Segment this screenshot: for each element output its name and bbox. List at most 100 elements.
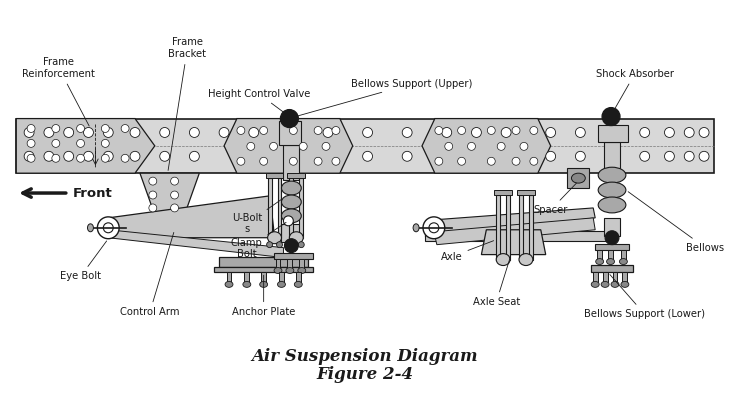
Bar [299, 178, 304, 238]
Ellipse shape [610, 128, 620, 137]
Ellipse shape [101, 124, 110, 133]
Text: Height Control Valve: Height Control Valve [207, 89, 310, 115]
Ellipse shape [664, 128, 675, 137]
Ellipse shape [458, 157, 465, 165]
Ellipse shape [497, 143, 505, 150]
Bar [290, 178, 293, 238]
Bar [226, 272, 232, 282]
Ellipse shape [24, 151, 34, 161]
Bar [603, 272, 608, 282]
Bar [567, 168, 589, 188]
Ellipse shape [149, 204, 157, 212]
Bar [506, 195, 510, 259]
Ellipse shape [519, 253, 533, 266]
Ellipse shape [121, 154, 129, 162]
Polygon shape [422, 118, 551, 173]
Ellipse shape [121, 124, 129, 133]
Ellipse shape [101, 154, 110, 162]
Ellipse shape [276, 242, 282, 248]
Ellipse shape [98, 217, 119, 239]
Bar [279, 272, 284, 282]
Bar [496, 195, 501, 259]
Ellipse shape [298, 268, 306, 274]
Ellipse shape [284, 239, 298, 253]
Polygon shape [140, 173, 199, 215]
Ellipse shape [699, 128, 709, 137]
Ellipse shape [442, 128, 452, 137]
Bar [425, 231, 608, 241]
Ellipse shape [576, 128, 585, 137]
Bar [276, 259, 281, 268]
Ellipse shape [402, 128, 412, 137]
Bar [494, 190, 512, 195]
Ellipse shape [598, 182, 626, 198]
Bar [16, 118, 714, 173]
Text: Anchor Plate: Anchor Plate [232, 275, 295, 317]
Ellipse shape [27, 124, 35, 133]
Ellipse shape [104, 223, 113, 233]
Ellipse shape [530, 157, 538, 165]
Bar [529, 195, 533, 259]
Bar [214, 267, 313, 272]
Ellipse shape [282, 209, 301, 223]
Ellipse shape [171, 177, 179, 185]
Bar [612, 272, 617, 282]
Bar [591, 265, 633, 272]
Ellipse shape [247, 143, 255, 150]
Ellipse shape [171, 204, 179, 212]
Ellipse shape [298, 242, 304, 248]
Ellipse shape [64, 128, 74, 137]
Bar [279, 120, 301, 145]
Ellipse shape [598, 197, 626, 213]
Ellipse shape [282, 195, 301, 209]
Ellipse shape [84, 151, 93, 161]
Text: Axle Seat: Axle Seat [473, 257, 520, 307]
Bar [268, 178, 271, 238]
Ellipse shape [76, 139, 85, 147]
Ellipse shape [684, 128, 694, 137]
Ellipse shape [288, 242, 294, 248]
Ellipse shape [130, 151, 140, 161]
Ellipse shape [84, 128, 93, 137]
Bar [287, 259, 293, 268]
Ellipse shape [52, 139, 60, 147]
Bar [604, 218, 620, 236]
Ellipse shape [664, 151, 675, 161]
Ellipse shape [595, 259, 603, 265]
Text: Spacer: Spacer [534, 183, 576, 215]
Text: Frame
Bracket: Frame Bracket [168, 37, 207, 170]
Ellipse shape [190, 151, 199, 161]
Ellipse shape [591, 282, 599, 287]
Polygon shape [434, 218, 595, 245]
Bar [261, 272, 266, 282]
Text: Axle: Axle [441, 241, 494, 262]
Ellipse shape [314, 126, 322, 135]
Ellipse shape [259, 157, 268, 165]
Ellipse shape [27, 154, 35, 162]
Ellipse shape [87, 224, 93, 232]
Polygon shape [224, 118, 353, 173]
Ellipse shape [149, 191, 157, 199]
Ellipse shape [423, 217, 445, 239]
Ellipse shape [274, 268, 282, 274]
Bar [284, 145, 299, 180]
Ellipse shape [130, 128, 140, 137]
Bar [595, 244, 629, 249]
Ellipse shape [362, 128, 373, 137]
Ellipse shape [281, 110, 298, 128]
Ellipse shape [467, 143, 476, 150]
Text: Front: Front [73, 187, 112, 200]
Ellipse shape [487, 157, 495, 165]
Ellipse shape [237, 157, 245, 165]
Ellipse shape [435, 157, 442, 165]
Ellipse shape [699, 151, 709, 161]
Text: Control Arm: Control Arm [120, 232, 179, 317]
Ellipse shape [270, 143, 278, 150]
Ellipse shape [44, 151, 54, 161]
Bar [604, 143, 620, 172]
Ellipse shape [471, 128, 481, 137]
Ellipse shape [259, 282, 268, 287]
Ellipse shape [24, 128, 34, 137]
Ellipse shape [322, 143, 330, 150]
Ellipse shape [512, 157, 520, 165]
